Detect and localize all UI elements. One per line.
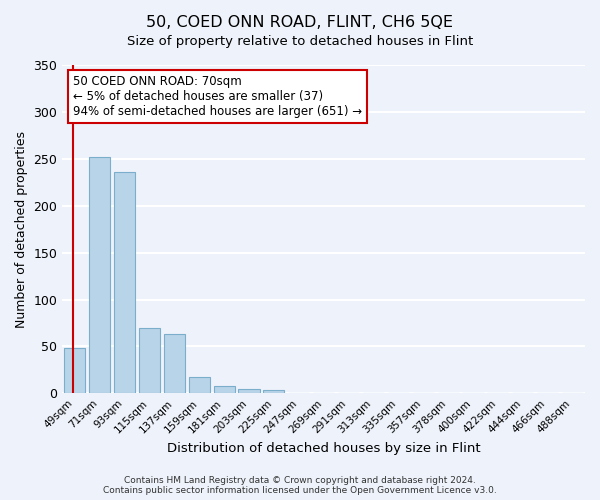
Bar [214,386,235,394]
Bar [263,390,284,394]
X-axis label: Distribution of detached houses by size in Flint: Distribution of detached houses by size … [167,442,481,455]
Bar [164,334,185,394]
Bar [238,388,260,394]
Y-axis label: Number of detached properties: Number of detached properties [15,130,28,328]
Text: Contains HM Land Registry data © Crown copyright and database right 2024.
Contai: Contains HM Land Registry data © Crown c… [103,476,497,495]
Bar [139,328,160,394]
Bar [188,378,210,394]
Text: 50 COED ONN ROAD: 70sqm
← 5% of detached houses are smaller (37)
94% of semi-det: 50 COED ONN ROAD: 70sqm ← 5% of detached… [73,75,362,118]
Bar [89,157,110,394]
Text: 50, COED ONN ROAD, FLINT, CH6 5QE: 50, COED ONN ROAD, FLINT, CH6 5QE [146,15,454,30]
Text: Size of property relative to detached houses in Flint: Size of property relative to detached ho… [127,35,473,48]
Bar [114,172,135,394]
Bar [64,348,85,394]
